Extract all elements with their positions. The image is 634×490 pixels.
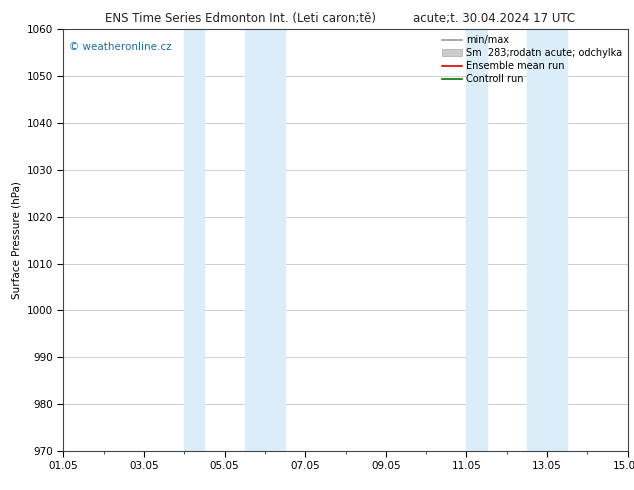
Text: ENS Time Series Edmonton Int. (Leti caron;tě): ENS Time Series Edmonton Int. (Leti caro… — [105, 12, 377, 25]
Legend: min/max, Sm  283;rodatn acute; odchylka, Ensemble mean run, Controll run: min/max, Sm 283;rodatn acute; odchylka, … — [439, 31, 626, 88]
Bar — [184, 29, 204, 451]
Text: acute;t. 30.04.2024 17 UTC: acute;t. 30.04.2024 17 UTC — [413, 12, 576, 25]
Bar — [467, 29, 486, 451]
Text: © weatheronline.cz: © weatheronline.cz — [69, 42, 172, 52]
Bar — [527, 29, 567, 451]
Y-axis label: Surface Pressure (hPa): Surface Pressure (hPa) — [11, 181, 21, 299]
Bar — [245, 29, 285, 451]
